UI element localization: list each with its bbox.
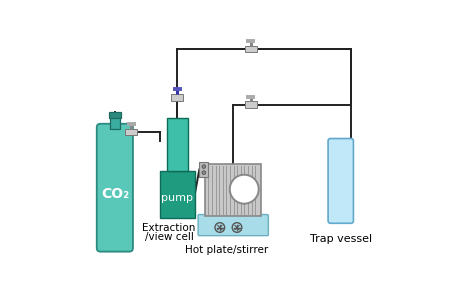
FancyBboxPatch shape bbox=[97, 124, 133, 251]
Bar bbox=[167, 118, 188, 171]
Text: pump: pump bbox=[162, 193, 193, 203]
Bar bbox=[245, 102, 256, 108]
Bar bbox=[160, 171, 195, 218]
Bar bbox=[205, 164, 261, 216]
Bar bbox=[171, 94, 183, 101]
FancyBboxPatch shape bbox=[198, 215, 268, 236]
FancyBboxPatch shape bbox=[328, 138, 354, 223]
Text: CO₂: CO₂ bbox=[101, 187, 129, 201]
Circle shape bbox=[202, 165, 206, 168]
Bar bbox=[126, 128, 137, 135]
Bar bbox=[109, 112, 121, 118]
Bar bbox=[199, 162, 209, 177]
Text: /view cell: /view cell bbox=[145, 232, 193, 242]
Text: Trap vessel: Trap vessel bbox=[310, 234, 372, 244]
Circle shape bbox=[230, 175, 259, 204]
Bar bbox=[110, 117, 119, 129]
Circle shape bbox=[202, 171, 206, 175]
Text: Hot plate/stirrer: Hot plate/stirrer bbox=[185, 245, 268, 255]
Text: Extraction: Extraction bbox=[143, 223, 196, 233]
Bar bbox=[245, 46, 256, 52]
